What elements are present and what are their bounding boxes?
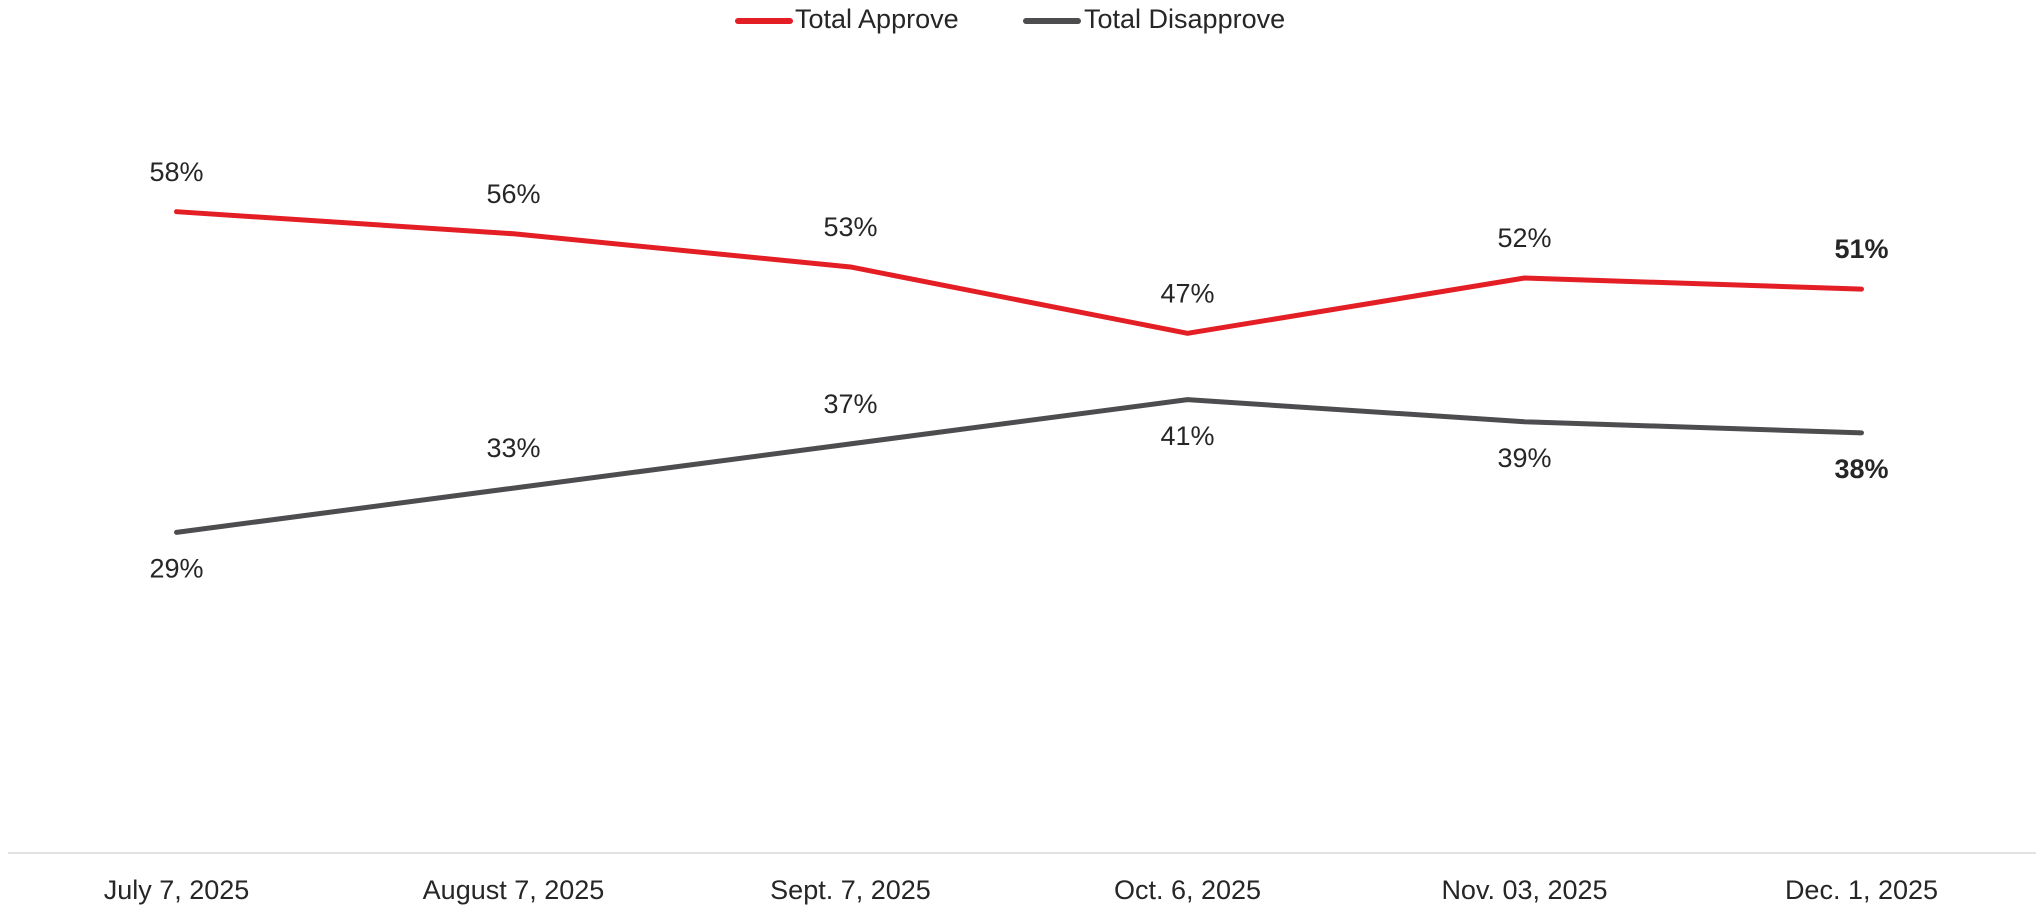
data-label: 47% [1160,278,1214,308]
legend-label: Total Approve [795,4,959,34]
x-tick-label: Sept. 7, 2025 [770,875,931,905]
data-label: 52% [1497,223,1551,253]
data-label: 38% [1834,454,1888,484]
data-label: 53% [823,212,877,242]
x-tick-label: August 7, 2025 [423,875,605,905]
data-label: 37% [823,389,877,419]
series-line [174,209,1864,336]
series-line [174,397,1864,535]
x-tick-label: Oct. 6, 2025 [1114,875,1261,905]
data-label: 41% [1160,421,1214,451]
x-tick-label: Dec. 1, 2025 [1785,875,1938,905]
data-label: 56% [486,179,540,209]
x-tick-label: July 7, 2025 [104,875,250,905]
x-tick-label: Nov. 03, 2025 [1441,875,1607,905]
data-label: 29% [149,553,203,583]
data-label: 51% [1834,234,1888,264]
data-label: 39% [1497,443,1551,473]
data-label: 58% [149,157,203,187]
legend-label: Total Disapprove [1084,4,1285,34]
data-label: 33% [486,433,540,463]
